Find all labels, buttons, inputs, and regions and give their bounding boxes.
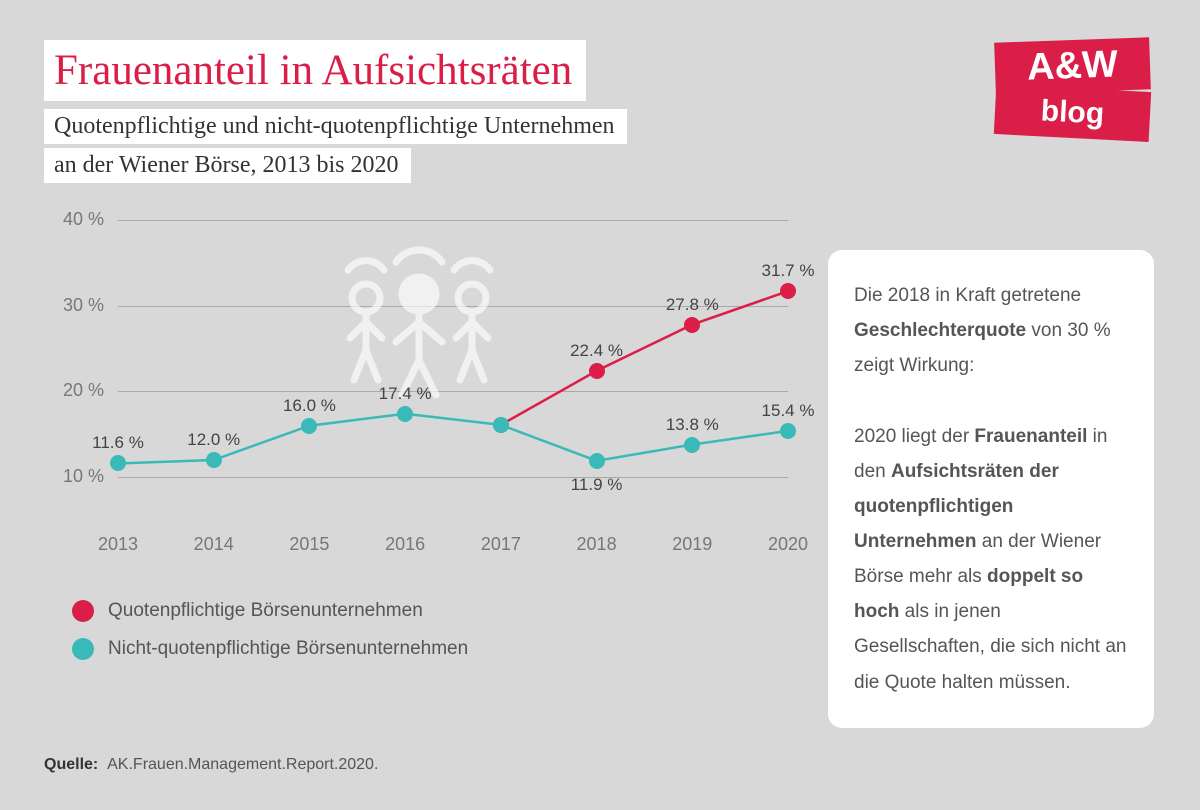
- chart-lines: [54, 220, 808, 530]
- logo: A&W blog: [995, 40, 1150, 138]
- legend-label: Quotenpflichtige Börsenunternehmen: [108, 600, 423, 622]
- xtick-label: 2016: [385, 534, 425, 555]
- data-marker: [110, 455, 126, 471]
- xtick-label: 2019: [672, 534, 712, 555]
- data-label: 27.8 %: [666, 295, 719, 315]
- logo-bottom: blog: [994, 84, 1151, 142]
- xtick-label: 2020: [768, 534, 808, 555]
- data-label: 12.0 %: [187, 430, 240, 450]
- data-label: 31.7 %: [762, 261, 815, 281]
- data-label: 13.8 %: [666, 415, 719, 435]
- data-marker: [301, 418, 317, 434]
- subtitle: Quotenpflichtige und nicht-quotenpflicht…: [44, 109, 627, 187]
- legend-dot: [72, 600, 94, 622]
- source-text: AK.Frauen.Management.Report.2020.: [107, 756, 378, 773]
- source-label: Quelle:: [44, 756, 98, 773]
- title-wrap: Frauenanteil in Aufsichtsräten: [44, 40, 586, 101]
- data-marker: [206, 452, 222, 468]
- data-label: 15.4 %: [762, 401, 815, 421]
- data-marker: [780, 423, 796, 439]
- data-marker: [589, 363, 605, 379]
- legend-item: Quotenpflichtige Börsenunternehmen: [72, 600, 468, 622]
- xtick-label: 2018: [577, 534, 617, 555]
- infobox: Die 2018 in Kraft getretene Geschlechter…: [828, 250, 1154, 728]
- xtick-label: 2013: [98, 534, 138, 555]
- legend-label: Nicht-quotenpflichtige Börsenunternehmen: [108, 638, 468, 660]
- data-label: 11.9 %: [571, 475, 623, 495]
- legend: Quotenpflichtige Börsenunternehmen Nicht-…: [72, 600, 468, 676]
- data-label: 22.4 %: [570, 341, 623, 361]
- subtitle-line-2: an der Wiener Börse, 2013 bis 2020: [44, 148, 411, 183]
- page-title: Frauenanteil in Aufsichtsräten: [54, 46, 572, 95]
- data-label: 16.0 %: [283, 396, 336, 416]
- subtitle-line-1: Quotenpflichtige und nicht-quotenpflicht…: [44, 109, 627, 144]
- header: Frauenanteil in Aufsichtsräten Quotenpfl…: [44, 40, 627, 187]
- data-marker: [780, 283, 796, 299]
- source: Quelle: AK.Frauen.Management.Report.2020…: [44, 756, 378, 774]
- data-marker: [589, 453, 605, 469]
- data-label: 11.6 %: [92, 433, 144, 453]
- chart: 10 %20 %30 %40 %201320142015201620172018…: [54, 220, 804, 570]
- data-marker: [397, 406, 413, 422]
- xtick-label: 2014: [194, 534, 234, 555]
- legend-dot: [72, 638, 94, 660]
- data-marker: [493, 417, 509, 433]
- legend-item: Nicht-quotenpflichtige Börsenunternehmen: [72, 638, 468, 660]
- data-marker: [684, 317, 700, 333]
- xtick-label: 2015: [289, 534, 329, 555]
- data-label: 17.4 %: [379, 384, 432, 404]
- xtick-label: 2017: [481, 534, 521, 555]
- data-marker: [684, 437, 700, 453]
